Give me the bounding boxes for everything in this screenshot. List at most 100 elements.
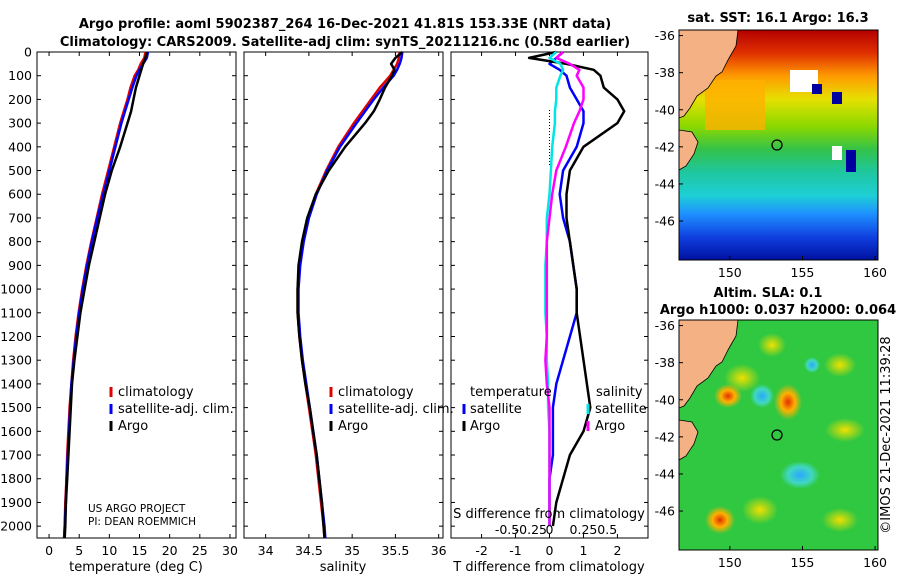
depth-tick-label: 0 <box>24 45 32 60</box>
sla-land <box>679 320 739 409</box>
map-x-tick-label: 160 <box>863 265 887 280</box>
s-tick-label: 0 <box>546 522 554 537</box>
x-tick-label: 0 <box>45 543 53 558</box>
sst-cloud-gap <box>790 70 818 92</box>
x-tick-label: 25 <box>192 543 208 558</box>
difference-legend: temperature satellite Argo salinity sate… <box>462 385 647 434</box>
sla-float-marker <box>771 429 783 441</box>
depth-tick-label: 1700 <box>0 448 32 463</box>
sst-land-tasmania <box>679 129 699 171</box>
imos-timestamp: ©IMOS 21-Dec-2021 11:39:28 <box>879 336 894 533</box>
sla-anomaly <box>825 418 865 442</box>
legend-salinity-title: salinity <box>596 385 643 400</box>
salinity-lines <box>296 51 404 539</box>
difference-profile-panel: -2 -1 0 1 2 T difference from climatology S … <box>450 50 649 575</box>
map-x-tick-label: 150 <box>718 555 742 570</box>
legend-argo-label: Argo <box>338 419 368 434</box>
legend-t-satellite-label: satellite <box>470 402 522 417</box>
sst-warm-eddy <box>705 80 765 130</box>
x-tick-label: 35.5 <box>381 543 409 558</box>
depth-tick-label: 200 <box>8 92 32 107</box>
map-y-tick-label: -42 <box>655 429 675 444</box>
sst-map-title: sat. SST: 16.1 Argo: 16.3 <box>687 11 868 26</box>
project-note-line1: US ARGO PROJECT <box>88 503 186 515</box>
salinity-profile-panel: 34 34.5 35 35.5 36 salinity climatology sate… <box>243 51 454 575</box>
series-line-temperature-argo <box>527 50 626 527</box>
series-line-argo <box>296 51 404 539</box>
sla-land-tasmania <box>679 419 699 461</box>
depth-tick-label: 600 <box>8 187 32 202</box>
depth-tick-label: 1400 <box>0 376 32 391</box>
depth-tick-label: 2000 <box>0 519 32 534</box>
x-tick-label: 35 <box>344 543 360 558</box>
depth-tick-label: 400 <box>8 139 32 154</box>
sst-map-panel: sat. SST: 16.1 Argo: 16.3 <box>655 11 887 280</box>
depth-tick-label: 500 <box>8 163 32 178</box>
sst-cloud-gap <box>832 146 842 160</box>
s-difference-tick-labels: -0.5-0.250 0.25 0.5 <box>495 522 617 537</box>
map-y-tick-label: -40 <box>655 392 675 407</box>
sla-map-title-line2: Argo h1000: 0.037 h2000: 0.064 <box>660 303 896 318</box>
sst-map-axes: 150 155 160 -36 -38 -40 -42 -44 -46 <box>655 28 887 280</box>
salinity-x-axis: 34 34.5 35 35.5 36 <box>258 52 447 558</box>
sla-anomaly <box>774 384 802 420</box>
map-y-tick-label: -40 <box>655 102 675 117</box>
map-x-tick-label: 160 <box>863 555 887 570</box>
depth-tick-label: 700 <box>8 210 32 225</box>
depth-tick-label: 800 <box>8 234 32 249</box>
sla-map-axes: 150 155 160 -36 -38 -40 -42 -44 -46 <box>655 318 887 570</box>
map-y-tick-label: -36 <box>655 318 675 333</box>
map-x-tick-label: 155 <box>791 265 815 280</box>
map-y-tick-label: -44 <box>655 466 675 481</box>
depth-tick-label: 900 <box>8 258 32 273</box>
sla-map-title-line1: Altim. SLA: 0.1 <box>714 286 823 301</box>
depth-axis: 0 100 200 300 400 500 600 700 800 900 1000 1100 1200… <box>0 45 648 534</box>
map-y-tick-label: -36 <box>655 28 675 43</box>
legend-climatology-label: climatology <box>338 385 414 400</box>
x-tick-label: -1 <box>509 543 521 558</box>
temperature-legend: climatology satellite-adj. clim. Argo <box>109 385 234 434</box>
x-tick-label: 30 <box>222 543 238 558</box>
series-line-argo <box>63 51 149 539</box>
x-tick-label: 10 <box>101 543 117 558</box>
depth-tick-label: 1600 <box>0 424 32 439</box>
salinity-legend: climatology satellite-adj. clim. Argo <box>329 385 454 434</box>
sla-anomaly <box>780 461 820 489</box>
project-note-line2: PI: DEAN ROEMMICH <box>88 516 196 528</box>
t-difference-xlabel: T difference from climatology <box>452 560 645 575</box>
depth-tick-label: 1000 <box>0 282 32 297</box>
x-tick-label: 34 <box>258 543 274 558</box>
sla-anomaly <box>742 496 778 524</box>
legend-s-argo-label: Argo <box>595 419 625 434</box>
x-tick-label: 2 <box>613 543 621 558</box>
depth-tick-label: 1100 <box>0 305 32 320</box>
map-y-tick-label: -38 <box>655 65 675 80</box>
x-tick-label: 5 <box>75 543 83 558</box>
sla-anomaly <box>705 506 735 534</box>
sla-anomaly <box>824 353 856 377</box>
salinity-xlabel: salinity <box>320 560 367 575</box>
depth-tick-label: 1500 <box>0 400 32 415</box>
legend-t-argo-label: Argo <box>470 419 500 434</box>
s-tick-label: 0.25 <box>570 522 598 537</box>
sla-anomaly <box>804 357 820 373</box>
figure-title-line2: Climatology: CARS2009. Satellite-adj cli… <box>60 35 630 50</box>
sla-anomaly <box>758 333 786 357</box>
x-tick-label: 36 <box>431 543 447 558</box>
x-tick-label: -2 <box>475 543 487 558</box>
depth-tick-label: 300 <box>8 116 32 131</box>
depth-tick-label: 100 <box>8 68 32 83</box>
sla-anomaly <box>750 384 774 408</box>
map-y-tick-label: -46 <box>655 504 675 519</box>
legend-argo-label: Argo <box>118 419 148 434</box>
sst-cold-cell <box>846 150 856 172</box>
sst-land <box>679 30 739 119</box>
legend-satellite-label: satellite-adj. clim. <box>118 402 234 417</box>
legend-satellite-label: satellite-adj. clim. <box>338 402 454 417</box>
x-tick-label: 0 <box>546 543 554 558</box>
series-line-salinity-argo <box>544 51 585 527</box>
depth-tick-label: 1200 <box>0 329 32 344</box>
figure-title-line1: Argo profile: aoml 5902387_264 16-Dec-20… <box>79 17 611 32</box>
legend-s-satellite-label: satellite <box>595 402 647 417</box>
sla-anomaly <box>714 384 742 408</box>
